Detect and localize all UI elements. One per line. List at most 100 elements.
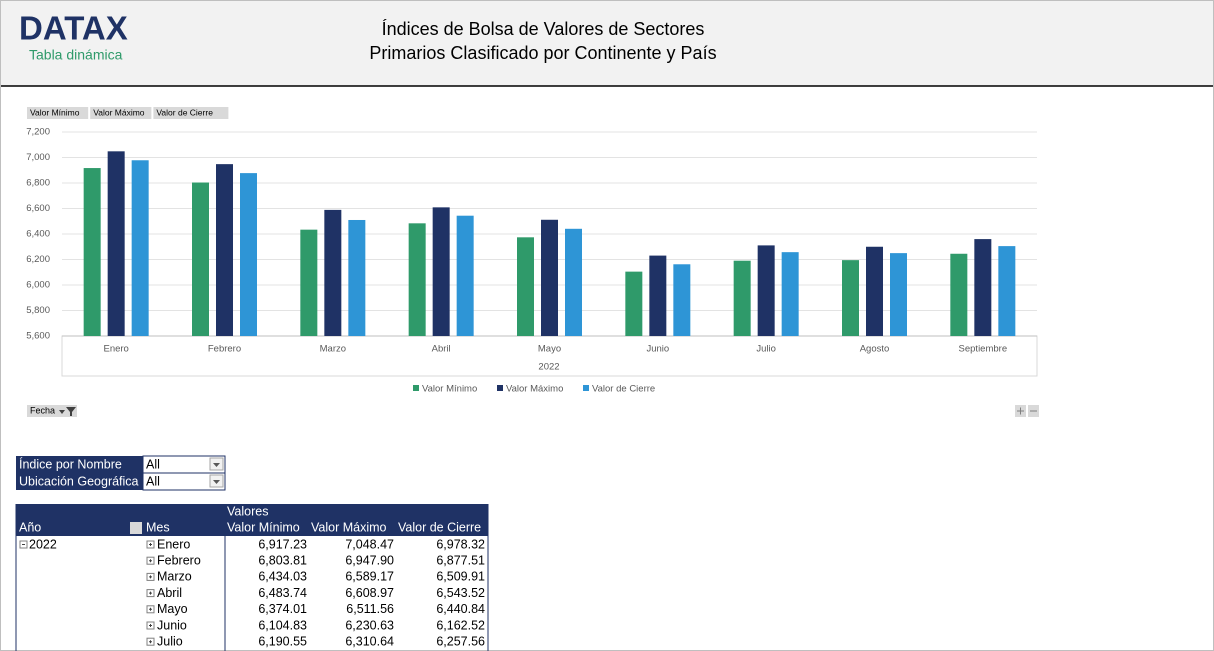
dropdown-arrow bbox=[59, 410, 65, 414]
bar bbox=[673, 264, 691, 336]
y-tick-label: 6,600 bbox=[26, 203, 50, 214]
x-tick-label: Marzo bbox=[320, 344, 346, 355]
y-tick-label: 5,600 bbox=[26, 331, 50, 342]
y-tick-label: 6,800 bbox=[26, 178, 50, 189]
pivot-column-header: Valor Mínimo bbox=[227, 520, 300, 534]
expand-glyph bbox=[149, 559, 152, 563]
x-tick-label: Agosto bbox=[860, 344, 890, 355]
filter-value: All bbox=[146, 457, 160, 471]
legend-swatch bbox=[583, 385, 589, 391]
legend-label: Valor de Cierre bbox=[592, 384, 655, 395]
filter-label: Ubicación Geográfica bbox=[19, 474, 139, 488]
sort-filter-button[interactable] bbox=[130, 522, 142, 534]
pivot-month-header: Mes bbox=[146, 520, 170, 534]
bar bbox=[565, 228, 582, 336]
button-glyphs bbox=[1017, 407, 1037, 415]
bar bbox=[950, 253, 968, 336]
field-button[interactable] bbox=[90, 107, 152, 119]
x-group-label: 2022 bbox=[538, 362, 559, 373]
bar bbox=[408, 223, 426, 336]
pivot-value: 6,803.81 bbox=[258, 553, 307, 567]
pivot-value: 6,877.51 bbox=[436, 553, 485, 567]
bar bbox=[866, 246, 883, 336]
pivot-value: 6,434.03 bbox=[258, 570, 307, 584]
pivot-month: Marzo bbox=[157, 570, 192, 584]
y-tick-label: 5,800 bbox=[26, 305, 50, 316]
bar bbox=[625, 271, 643, 336]
pivot-year-header: Año bbox=[19, 520, 41, 534]
x-tick-label: Julio bbox=[756, 344, 776, 355]
pivot-month: Junio bbox=[157, 618, 187, 632]
x-tick-label: Mayo bbox=[538, 344, 561, 355]
pivot-value: 6,230.63 bbox=[345, 618, 394, 632]
field-button-label: Fecha bbox=[30, 405, 55, 415]
pivot-month: Enero bbox=[157, 537, 190, 551]
pivot-value: 7,048.47 bbox=[345, 537, 394, 551]
logo-subtitle: Tabla dinámica bbox=[29, 47, 123, 63]
filter-value-cell bbox=[142, 472, 226, 491]
bar bbox=[974, 239, 992, 336]
expand-glyph bbox=[149, 624, 152, 627]
bar bbox=[107, 151, 125, 336]
header-band bbox=[1, 1, 1213, 86]
bar bbox=[300, 229, 318, 336]
pivot-value: 6,608.97 bbox=[345, 586, 394, 600]
pivot-value: 6,310.64 bbox=[345, 634, 394, 648]
x-tick-label: Febrero bbox=[208, 344, 241, 355]
pivot-value: 6,509.91 bbox=[436, 570, 485, 584]
pivot-value: 6,917.23 bbox=[258, 537, 307, 551]
dropdown-arrow bbox=[213, 463, 220, 467]
pivot-value: 6,104.83 bbox=[258, 618, 307, 632]
field-button[interactable] bbox=[153, 107, 229, 119]
pivot-value: 6,440.84 bbox=[436, 602, 485, 616]
x-tick-label: Junio bbox=[646, 344, 669, 355]
bar bbox=[842, 260, 859, 336]
legend-swatch bbox=[413, 385, 419, 391]
field-button[interactable] bbox=[27, 405, 77, 417]
expand-glyph bbox=[149, 640, 152, 644]
bar bbox=[517, 237, 534, 336]
pivot-value: 6,947.90 bbox=[345, 553, 394, 567]
bar bbox=[757, 245, 775, 336]
pivot-value: 6,162.52 bbox=[436, 618, 485, 632]
pivot-month: Febrero bbox=[157, 553, 201, 567]
logo: DATAX bbox=[19, 10, 128, 47]
x-tick-label: Enero bbox=[103, 344, 128, 355]
bar bbox=[733, 260, 751, 336]
y-tick-label: 6,200 bbox=[26, 254, 50, 265]
bar bbox=[131, 160, 149, 336]
bar bbox=[998, 246, 1016, 336]
pivot-month: Mayo bbox=[157, 602, 188, 616]
bar bbox=[348, 219, 366, 336]
bar bbox=[541, 219, 558, 336]
dropdown-arrow bbox=[213, 480, 220, 484]
bar bbox=[83, 168, 101, 336]
filter-icon bbox=[66, 407, 76, 416]
filter-value: All bbox=[146, 474, 160, 488]
pivot-value: 6,190.55 bbox=[258, 634, 307, 648]
legend-swatch bbox=[497, 385, 503, 391]
bar bbox=[240, 173, 257, 336]
filter-label: Índice por Nombre bbox=[19, 456, 122, 471]
y-tick-label: 6,000 bbox=[26, 280, 50, 291]
bar bbox=[456, 215, 474, 336]
expand-glyph bbox=[149, 575, 152, 579]
legend-label: Valor Máximo bbox=[506, 384, 563, 395]
field-button[interactable] bbox=[27, 107, 89, 119]
bar bbox=[781, 252, 799, 336]
pivot-value: 6,483.74 bbox=[258, 586, 307, 600]
pivot-value: 6,511.56 bbox=[346, 602, 394, 616]
pivot-value: 6,978.32 bbox=[436, 537, 485, 551]
field-button-label: Valor Máximo bbox=[93, 107, 145, 117]
pivot-header bbox=[16, 504, 488, 536]
pivot-value: 6,374.01 bbox=[258, 602, 307, 616]
filter-label-cell bbox=[16, 456, 143, 473]
bar bbox=[890, 253, 907, 336]
pivot-month: Abril bbox=[157, 586, 182, 600]
y-tick-label: 7,200 bbox=[26, 127, 50, 138]
pivot-value: 6,257.56 bbox=[436, 634, 485, 648]
pivot-column-header: Valor de Cierre bbox=[398, 520, 481, 534]
filter-label-cell bbox=[16, 473, 143, 490]
